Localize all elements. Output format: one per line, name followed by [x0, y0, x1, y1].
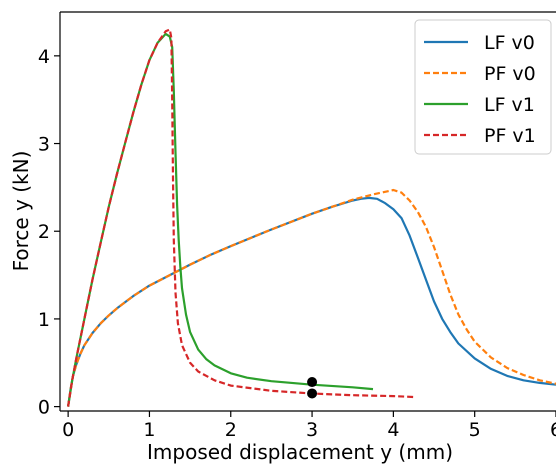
series-line-pf-v0 [67, 188, 556, 407]
legend-label: PF v0 [484, 63, 536, 85]
x-tick-label: 4 [387, 419, 399, 441]
marker-point-1 [307, 377, 318, 388]
y-tick-label: 1 [38, 309, 50, 331]
x-tick-label: 0 [62, 419, 74, 441]
legend: LF v0 PF v0 LF v1 PF v1 [414, 19, 552, 155]
x-tick-label: 2 [225, 419, 237, 441]
x-tick-label: 1 [143, 419, 155, 441]
legend-label: LF v0 [484, 32, 535, 54]
x-axis-label: Imposed displacement y (mm) [147, 440, 453, 464]
y-tick-label: 3 [38, 134, 50, 156]
x-tick-label: 6 [550, 419, 556, 441]
legend-label: LF v1 [484, 94, 535, 116]
legend-box [414, 19, 552, 155]
y-tick-label: 2 [38, 221, 50, 243]
x-tick-label: 5 [469, 419, 481, 441]
marker-point-2 [307, 388, 318, 399]
legend-label: PF v1 [484, 125, 536, 147]
y-axis-label: Force y (kN) [9, 151, 33, 272]
series-line-pf-v1 [67, 28, 414, 407]
y-tick-label: 0 [38, 397, 50, 419]
x-tick-label: 3 [306, 419, 318, 441]
series-line-lf-v1 [67, 32, 374, 407]
y-tick-label: 4 [38, 46, 50, 68]
